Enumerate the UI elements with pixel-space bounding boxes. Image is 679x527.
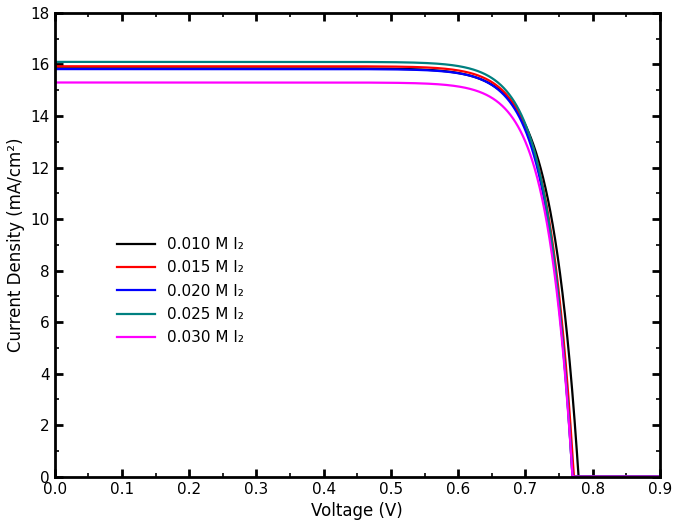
0.010 M I₂ (329, 65, 337, 72)
0.020 M I₂ (638, 473, 646, 480)
0.015 M I₂ (656, 473, 664, 480)
0.010 M I₂ (639, 473, 647, 480)
0.010 M I₂ (638, 473, 646, 480)
0.020 M I₂ (656, 473, 664, 480)
0.020 M I₂ (81, 66, 90, 72)
0.015 M I₂ (639, 473, 647, 480)
Line: 0.015 M I₂: 0.015 M I₂ (55, 66, 660, 476)
0.015 M I₂ (345, 63, 353, 70)
0.030 M I₂ (639, 473, 647, 480)
Line: 0.025 M I₂: 0.025 M I₂ (55, 62, 660, 476)
0.010 M I₂ (574, 473, 583, 480)
0.010 M I₂ (656, 473, 664, 480)
0.025 M I₂ (81, 58, 90, 65)
Y-axis label: Current Density (mA/cm²): Current Density (mA/cm²) (7, 138, 25, 352)
Legend: 0.010 M I₂, 0.015 M I₂, 0.020 M I₂, 0.025 M I₂, 0.030 M I₂: 0.010 M I₂, 0.015 M I₂, 0.020 M I₂, 0.02… (111, 231, 251, 352)
0.020 M I₂ (51, 66, 59, 72)
0.030 M I₂ (81, 80, 90, 86)
X-axis label: Voltage (V): Voltage (V) (312, 502, 403, 520)
0.015 M I₂ (329, 63, 337, 70)
0.030 M I₂ (656, 473, 664, 480)
0.020 M I₂ (329, 66, 337, 72)
0.025 M I₂ (639, 473, 647, 480)
0.025 M I₂ (569, 473, 577, 480)
0.020 M I₂ (569, 473, 577, 480)
Line: 0.030 M I₂: 0.030 M I₂ (55, 83, 660, 476)
0.025 M I₂ (656, 473, 664, 480)
0.015 M I₂ (570, 473, 578, 480)
0.030 M I₂ (51, 80, 59, 86)
0.010 M I₂ (527, 136, 535, 142)
0.030 M I₂ (329, 80, 337, 86)
0.030 M I₂ (345, 80, 353, 86)
0.010 M I₂ (51, 65, 59, 72)
0.025 M I₂ (51, 58, 59, 65)
0.025 M I₂ (638, 473, 646, 480)
Line: 0.010 M I₂: 0.010 M I₂ (55, 69, 660, 476)
0.010 M I₂ (345, 65, 353, 72)
0.015 M I₂ (51, 63, 59, 70)
Line: 0.020 M I₂: 0.020 M I₂ (55, 69, 660, 476)
0.020 M I₂ (639, 473, 647, 480)
0.015 M I₂ (527, 139, 535, 145)
0.015 M I₂ (81, 63, 90, 70)
0.020 M I₂ (345, 66, 353, 72)
0.010 M I₂ (81, 65, 90, 72)
0.030 M I₂ (569, 473, 577, 480)
0.025 M I₂ (345, 59, 353, 65)
0.025 M I₂ (329, 58, 337, 65)
0.015 M I₂ (638, 473, 646, 480)
0.030 M I₂ (527, 154, 535, 161)
0.030 M I₂ (638, 473, 646, 480)
0.025 M I₂ (527, 138, 535, 144)
0.020 M I₂ (527, 143, 535, 150)
